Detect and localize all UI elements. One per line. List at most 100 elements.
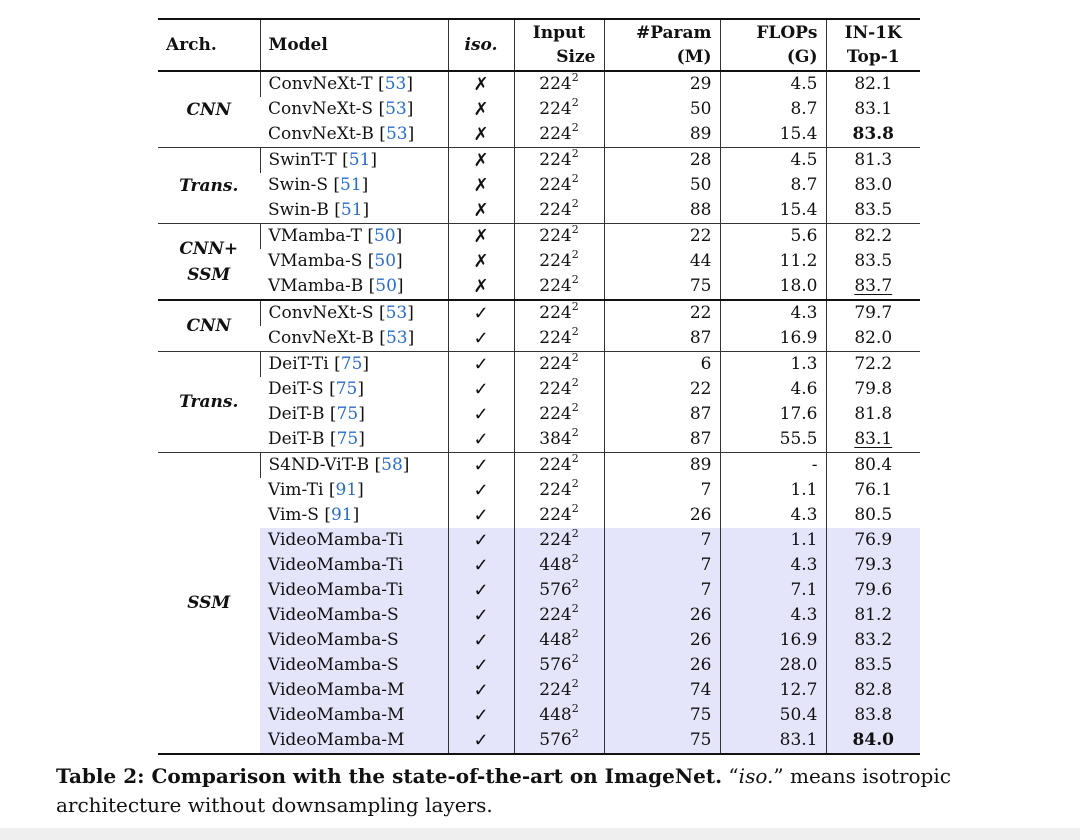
input-size-cell: 2242 (513, 274, 604, 300)
citation-link[interactable]: 53 (385, 328, 408, 348)
model-cell: VideoMamba-Ti (260, 553, 448, 578)
input-size-cell: 3842 (513, 427, 604, 453)
top1-value: 76.9 (854, 530, 893, 550)
model-cell: VideoMamba-M (260, 678, 448, 703)
citation-link[interactable]: 50 (373, 226, 396, 246)
table-row: CNN ConvNeXt-S [53] ✓ 2242 22 4.3 79.7 (158, 299, 920, 352)
input-size-cell: 2242 (513, 173, 604, 198)
citation-link[interactable]: 58 (381, 455, 403, 475)
table-row: ConvNeXt-B [53] ✓ 2242 87 16.9 82.0 (158, 326, 920, 352)
citation-link[interactable]: 75 (336, 404, 359, 424)
input-size-value: 224 (539, 530, 572, 550)
citation-link[interactable]: 53 (385, 124, 408, 144)
input-size-value: 224 (539, 226, 572, 246)
check-mark-icon: ✓ (447, 326, 514, 352)
squared-superscript: 2 (571, 300, 579, 314)
squared-superscript: 2 (571, 223, 579, 237)
top1-cell: 84.0 (825, 728, 920, 755)
param-cell: 6 (603, 351, 720, 377)
header-input-size: Input Size (513, 18, 604, 72)
header-row: Arch. Model iso. Input Size #Param (M) F… (158, 18, 920, 72)
flops-cell: 4.3 (719, 503, 826, 528)
arch-cell: CNN+ SSM (158, 223, 260, 300)
citation-link[interactable]: 75 (336, 429, 359, 449)
check-mark-icon: ✓ (447, 553, 514, 578)
citation-link[interactable]: 51 (340, 175, 362, 195)
input-size-cell: 2242 (513, 603, 604, 628)
citation-link[interactable]: 53 (385, 303, 408, 323)
param-cell: 88 (603, 198, 720, 224)
model-cell: Swin-B [51] (268, 200, 370, 220)
citation-link[interactable]: 51 (340, 200, 363, 220)
check-mark-icon: ✓ (447, 603, 514, 628)
flops-cell: 28.0 (719, 653, 826, 678)
input-size-value: 224 (539, 99, 572, 119)
param-cell: 87 (603, 326, 720, 352)
citation-link[interactable]: 50 (375, 276, 397, 296)
squared-superscript: 2 (571, 147, 579, 161)
cross-mark-icon: ✗ (447, 71, 514, 97)
model-cell: ConvNeXt-S [53] (259, 299, 448, 326)
model-cell: ConvNeXt-B [53] (268, 328, 415, 348)
citation-link[interactable]: 53 (385, 99, 407, 119)
header-flops-line1: FLOPs (756, 23, 818, 43)
input-size-value: 448 (539, 705, 572, 725)
citation-link[interactable]: 75 (340, 354, 363, 374)
top1-value: 82.0 (854, 328, 893, 348)
top1-value: 79.7 (854, 303, 893, 323)
input-size-value: 224 (539, 505, 572, 525)
model-name: DeiT-B (268, 404, 325, 424)
input-size-cell: 2242 (513, 377, 604, 402)
arch-label: SSM (187, 593, 231, 613)
table-row: VideoMamba-S ✓ 2242 26 4.3 81.2 (158, 603, 920, 628)
table-row: CNN ConvNeXt-T [53] ✗ 2242 29 4.5 82.1 (158, 71, 920, 120)
citation-link[interactable]: 53 (384, 74, 407, 94)
table-row: CNN+ SSM VMamba-T [50] ✗ 2242 22 5.6 82.2 (158, 223, 920, 300)
arch-label: CNN+ (179, 238, 239, 259)
arch-label: Trans. (179, 392, 239, 412)
citation-link[interactable]: 50 (374, 251, 397, 271)
top1-cell: 83.1 (825, 427, 920, 453)
model-cell: SwinT-T [51] (259, 147, 448, 173)
check-mark-icon: ✓ (447, 427, 514, 453)
input-size-value: 576 (539, 580, 572, 600)
cross-mark-icon: ✗ (447, 249, 514, 274)
top1-cell: 83.1 (825, 97, 920, 122)
top1-cell: 83.8 (825, 122, 920, 148)
citation-link[interactable]: 51 (348, 150, 371, 170)
model-cell: VideoMamba-Ti (260, 528, 448, 553)
flops-cell: 83.1 (719, 728, 826, 755)
param-cell: 22 (603, 299, 720, 326)
model-name: VMamba-S (268, 251, 363, 271)
input-size-value: 224 (539, 251, 572, 271)
model-cell: VideoMamba-S (260, 603, 448, 628)
top1-value: 83.1 (854, 429, 893, 449)
model-cell: VideoMamba-S (260, 653, 448, 678)
citation-link[interactable]: 91 (335, 480, 358, 500)
input-size-value: 576 (539, 730, 572, 750)
flops-cell: 8.7 (719, 173, 826, 198)
param-cell: 50 (603, 173, 720, 198)
top1-cell: 83.7 (825, 274, 920, 300)
model-name: DeiT-S (268, 379, 324, 399)
table-row: ConvNeXt-S [53] ✗ 2242 50 8.7 83.1 (158, 97, 920, 122)
header-param-line1: #Param (635, 23, 712, 43)
citation-link[interactable]: 91 (330, 505, 353, 525)
flops-cell: 4.5 (719, 71, 826, 97)
param-cell: 29 (603, 71, 720, 97)
input-size-value: 448 (539, 630, 572, 650)
cross-mark-icon: ✗ (447, 198, 514, 224)
model-cell: VMamba-T [50] (259, 223, 448, 249)
check-mark-icon: ✓ (447, 402, 514, 427)
input-size-cell: 2242 (513, 503, 604, 528)
model-name: VMamba-T (268, 226, 362, 246)
model-cell: VideoMamba-Ti (260, 578, 448, 603)
squared-superscript: 2 (571, 96, 579, 110)
squared-superscript: 2 (571, 71, 579, 85)
model-name: VideoMamba-S (268, 655, 399, 675)
top1-value: 81.3 (854, 150, 893, 170)
model-name: VideoMamba-S (268, 630, 399, 650)
citation-link[interactable]: 75 (335, 379, 358, 399)
param-cell: 26 (603, 628, 720, 653)
input-size-value: 224 (539, 354, 572, 374)
